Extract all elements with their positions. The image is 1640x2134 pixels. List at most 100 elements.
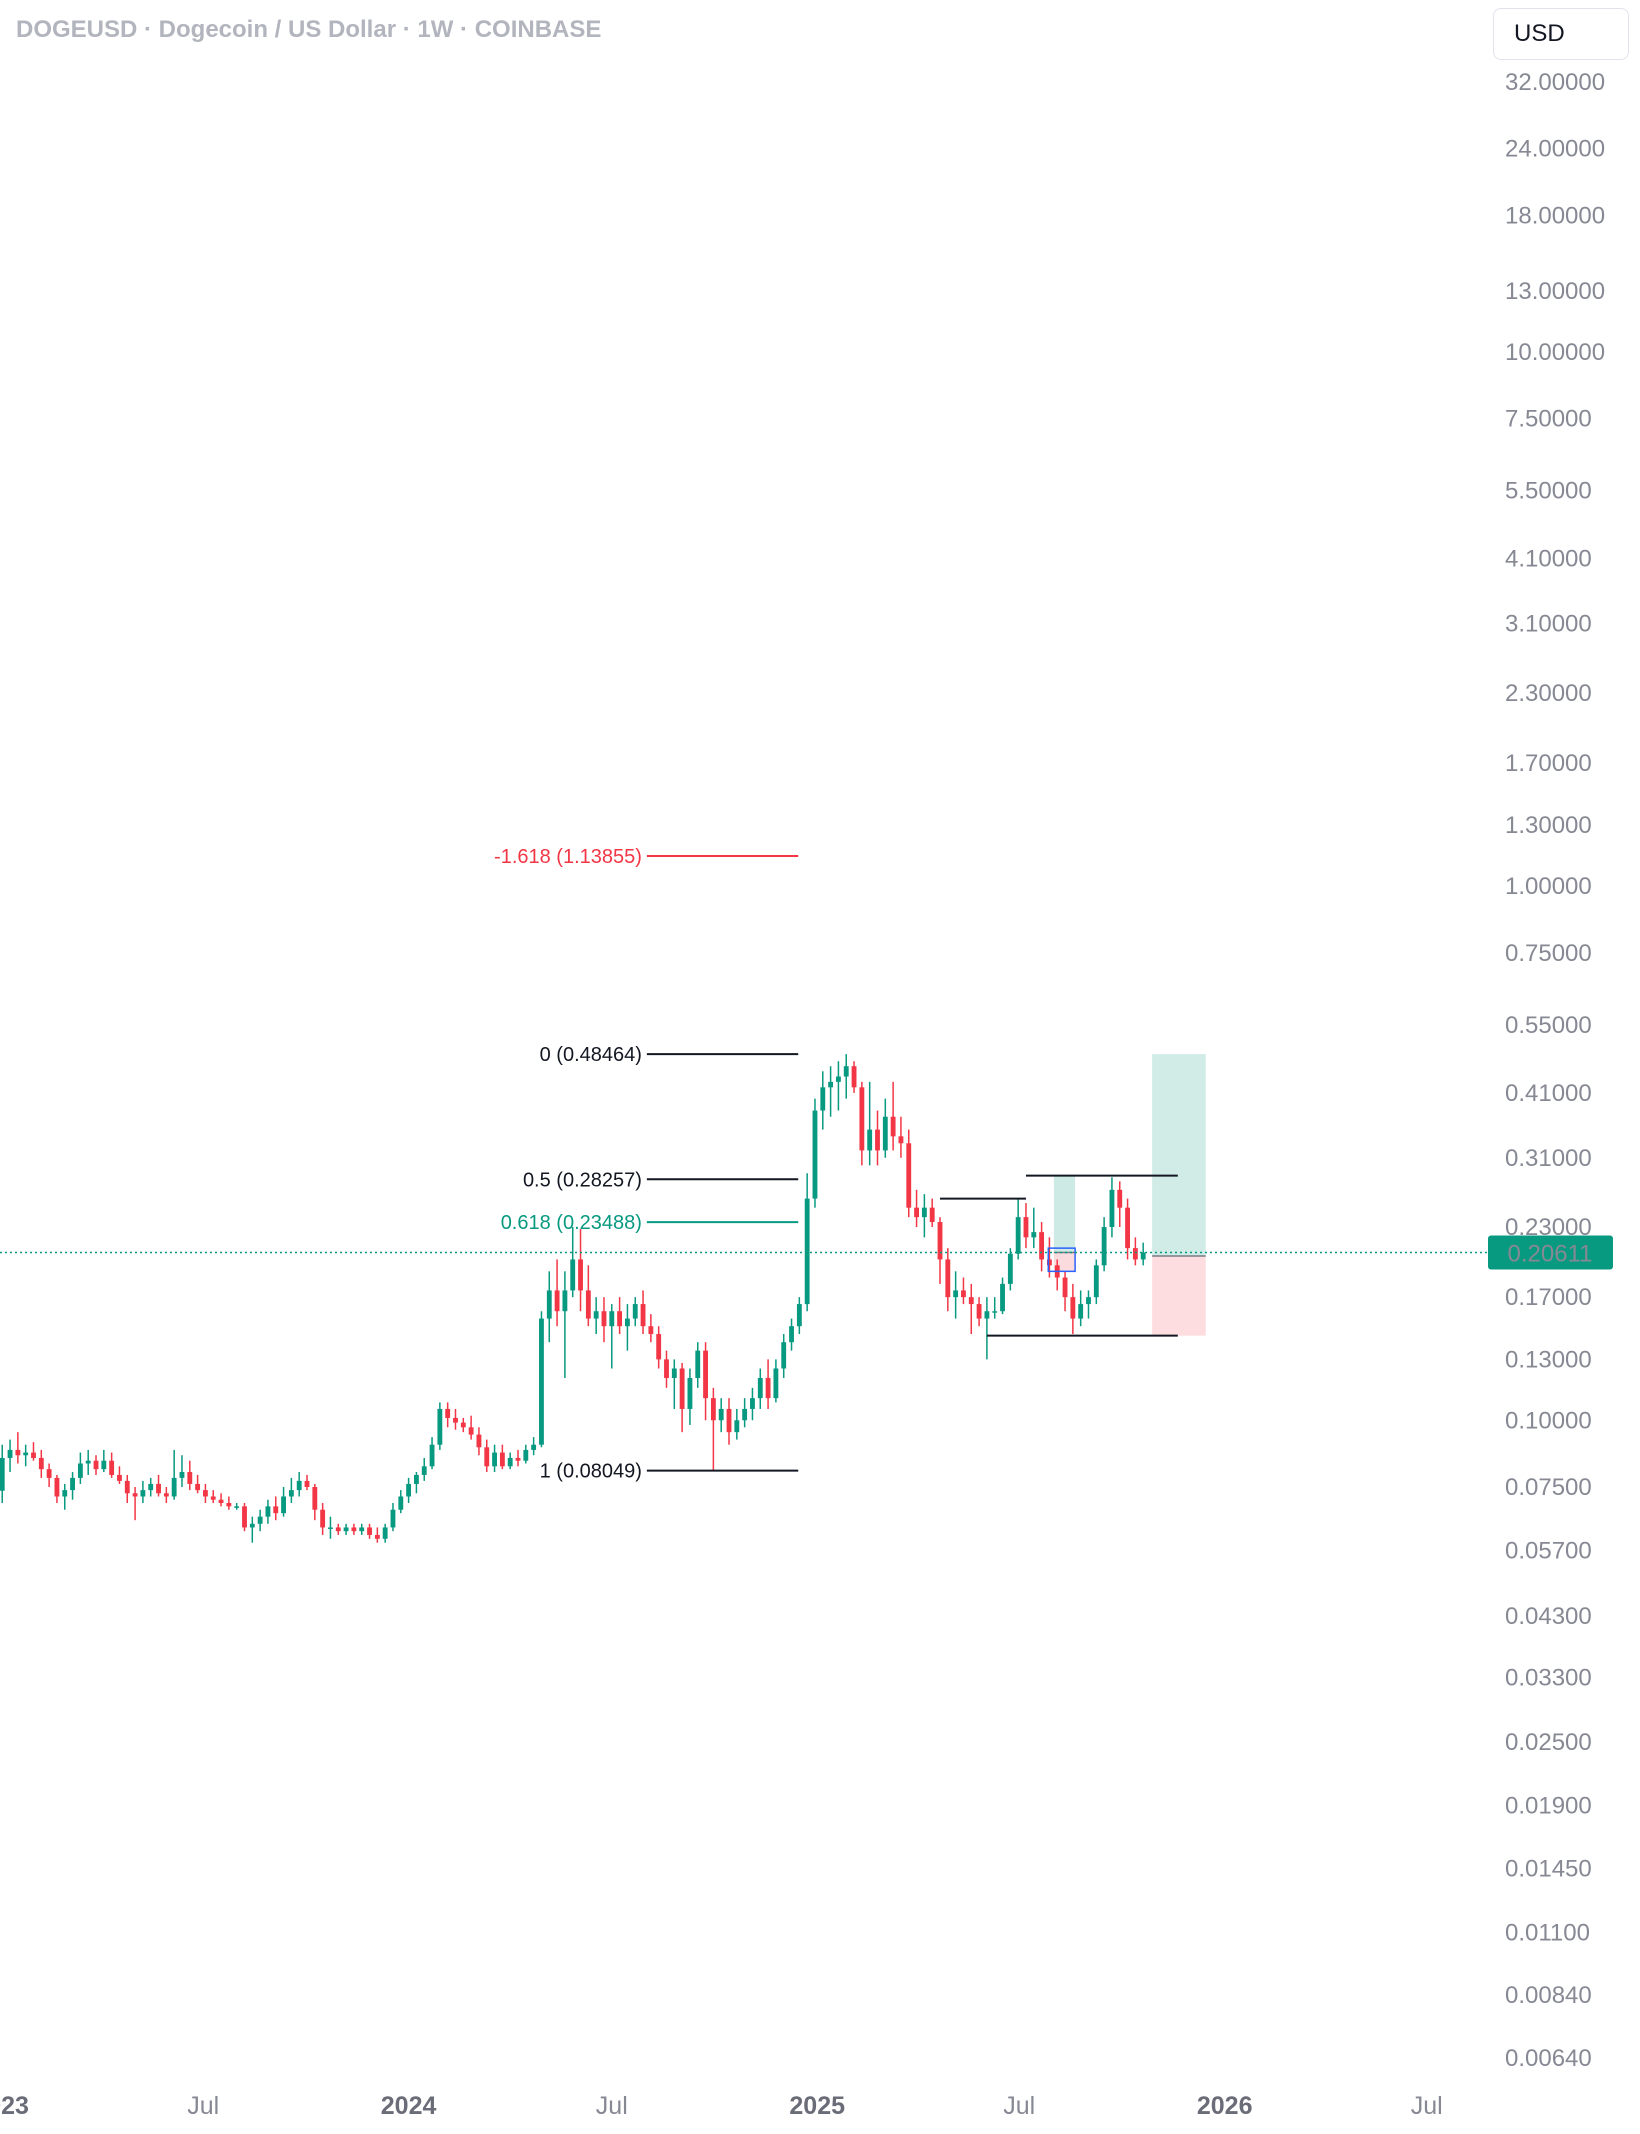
- candle-body: [812, 1110, 818, 1199]
- position_large-stop-zone: [1152, 1255, 1206, 1336]
- candle-body: [726, 1408, 732, 1433]
- candle: [1000, 1277, 1005, 1315]
- fibonacci-retracement[interactable]: -1.618 (1.13855) 0 (0.48464) 0.5 (0.28257)…: [494, 846, 799, 1483]
- candle-body: [593, 1311, 599, 1319]
- candle-body: [117, 1474, 122, 1481]
- candle-body: [992, 1311, 998, 1313]
- candle-body: [15, 1449, 21, 1456]
- candle-body: [523, 1449, 529, 1461]
- candle: [93, 1455, 99, 1475]
- entry-box: [1047, 1247, 1076, 1273]
- candle: [468, 1415, 474, 1440]
- price-axis-tick: 32.00000: [1505, 69, 1605, 96]
- candle-body: [835, 1076, 841, 1082]
- candle-body: [570, 1259, 576, 1291]
- candle-body: [859, 1087, 865, 1151]
- candle: [367, 1523, 372, 1539]
- candle-body: [171, 1477, 177, 1497]
- candle-body: [585, 1290, 591, 1319]
- current-price-label: 0.20611: [1508, 1240, 1593, 1267]
- candle: [570, 1227, 576, 1298]
- candle-body: [413, 1474, 419, 1484]
- candle: [1086, 1290, 1091, 1319]
- fib-level-label: -1.618 (1.13855): [494, 846, 642, 868]
- candle-body: [789, 1326, 794, 1343]
- candle-body: [179, 1472, 185, 1478]
- price-axis-tick: 0.41000: [1505, 1080, 1592, 1107]
- candle-body: [85, 1460, 91, 1464]
- candle-body: [1140, 1252, 1146, 1260]
- candle: [15, 1432, 21, 1464]
- range-lines[interactable]: [940, 1174, 1178, 1337]
- price-axis-tick: 0.55000: [1505, 1012, 1592, 1039]
- candle-body: [265, 1506, 271, 1517]
- candle-body: [101, 1460, 107, 1470]
- time-axis[interactable]: 2023 Jul 2024 Jul 2025 Jul 2026 Jul: [0, 2092, 1443, 2120]
- candle-body: [632, 1304, 638, 1319]
- candle: [351, 1523, 357, 1535]
- candle: [898, 1116, 904, 1158]
- price-axis-tick: 2.30000: [1505, 680, 1592, 707]
- candle-body: [226, 1503, 232, 1507]
- candle: [1140, 1242, 1146, 1266]
- price-axis-tick: 0.31000: [1505, 1145, 1592, 1172]
- candle: [632, 1297, 638, 1327]
- candle: [1070, 1283, 1076, 1335]
- candle-body: [539, 1318, 544, 1445]
- candle-body: [890, 1116, 896, 1137]
- candle-body: [624, 1318, 630, 1327]
- candle-body: [617, 1311, 623, 1327]
- candle-body: [531, 1444, 537, 1450]
- candle: [1062, 1271, 1068, 1312]
- candle-body: [937, 1222, 943, 1260]
- candle-body: [77, 1463, 83, 1478]
- candle-body: [296, 1480, 302, 1491]
- candle-body: [156, 1483, 161, 1494]
- candle: [875, 1110, 880, 1166]
- candle-body: [742, 1408, 748, 1421]
- time-axis-tick: Jul: [1003, 2092, 1035, 2120]
- candle: [617, 1297, 623, 1335]
- candle-body: [898, 1136, 904, 1144]
- price-axis[interactable]: 32.00000 24.00000 18.00000 13.00000 10.00000…: [1505, 69, 1605, 2072]
- candle: [1015, 1198, 1021, 1260]
- price-axis-tick: 7.50000: [1505, 406, 1592, 433]
- candle-body: [906, 1143, 912, 1208]
- candle-body: [1023, 1217, 1029, 1238]
- candle-body: [429, 1444, 435, 1467]
- currency-button[interactable]: USD: [1493, 8, 1629, 60]
- candle: [218, 1493, 224, 1507]
- candle: [671, 1359, 677, 1409]
- candle-body: [1000, 1283, 1005, 1312]
- candle: [515, 1449, 521, 1467]
- candle-body: [929, 1207, 935, 1223]
- candle-body: [242, 1506, 247, 1528]
- candlestick-series: [0, 1054, 1146, 1543]
- price-axis-tick: 0.02500: [1505, 1729, 1592, 1756]
- time-axis-tick: 2026: [1197, 2092, 1253, 2120]
- candle-body: [750, 1398, 755, 1409]
- candle-body: [476, 1434, 482, 1448]
- time-axis-tick: 2024: [381, 2092, 437, 2120]
- candle-body: [976, 1304, 982, 1319]
- price-axis-tick: 0.00640: [1505, 2045, 1592, 2072]
- candle: [703, 1342, 708, 1421]
- candle-body: [945, 1259, 951, 1298]
- candle: [773, 1359, 779, 1403]
- price-axis-tick: 0.17000: [1505, 1284, 1592, 1311]
- candle: [804, 1173, 810, 1312]
- candle: [124, 1474, 130, 1504]
- price-axis-tick: 0.13000: [1505, 1346, 1592, 1373]
- price-axis-tick: 1.70000: [1505, 750, 1592, 777]
- candle: [961, 1277, 966, 1305]
- candle-body: [195, 1483, 201, 1491]
- candle: [820, 1071, 826, 1130]
- candle-body: [187, 1472, 193, 1484]
- candle-body: [914, 1207, 919, 1218]
- candle: [171, 1449, 177, 1500]
- candle: [249, 1516, 255, 1543]
- candle: [562, 1271, 568, 1378]
- candle-body: [1015, 1217, 1021, 1254]
- candle-body: [1093, 1265, 1099, 1298]
